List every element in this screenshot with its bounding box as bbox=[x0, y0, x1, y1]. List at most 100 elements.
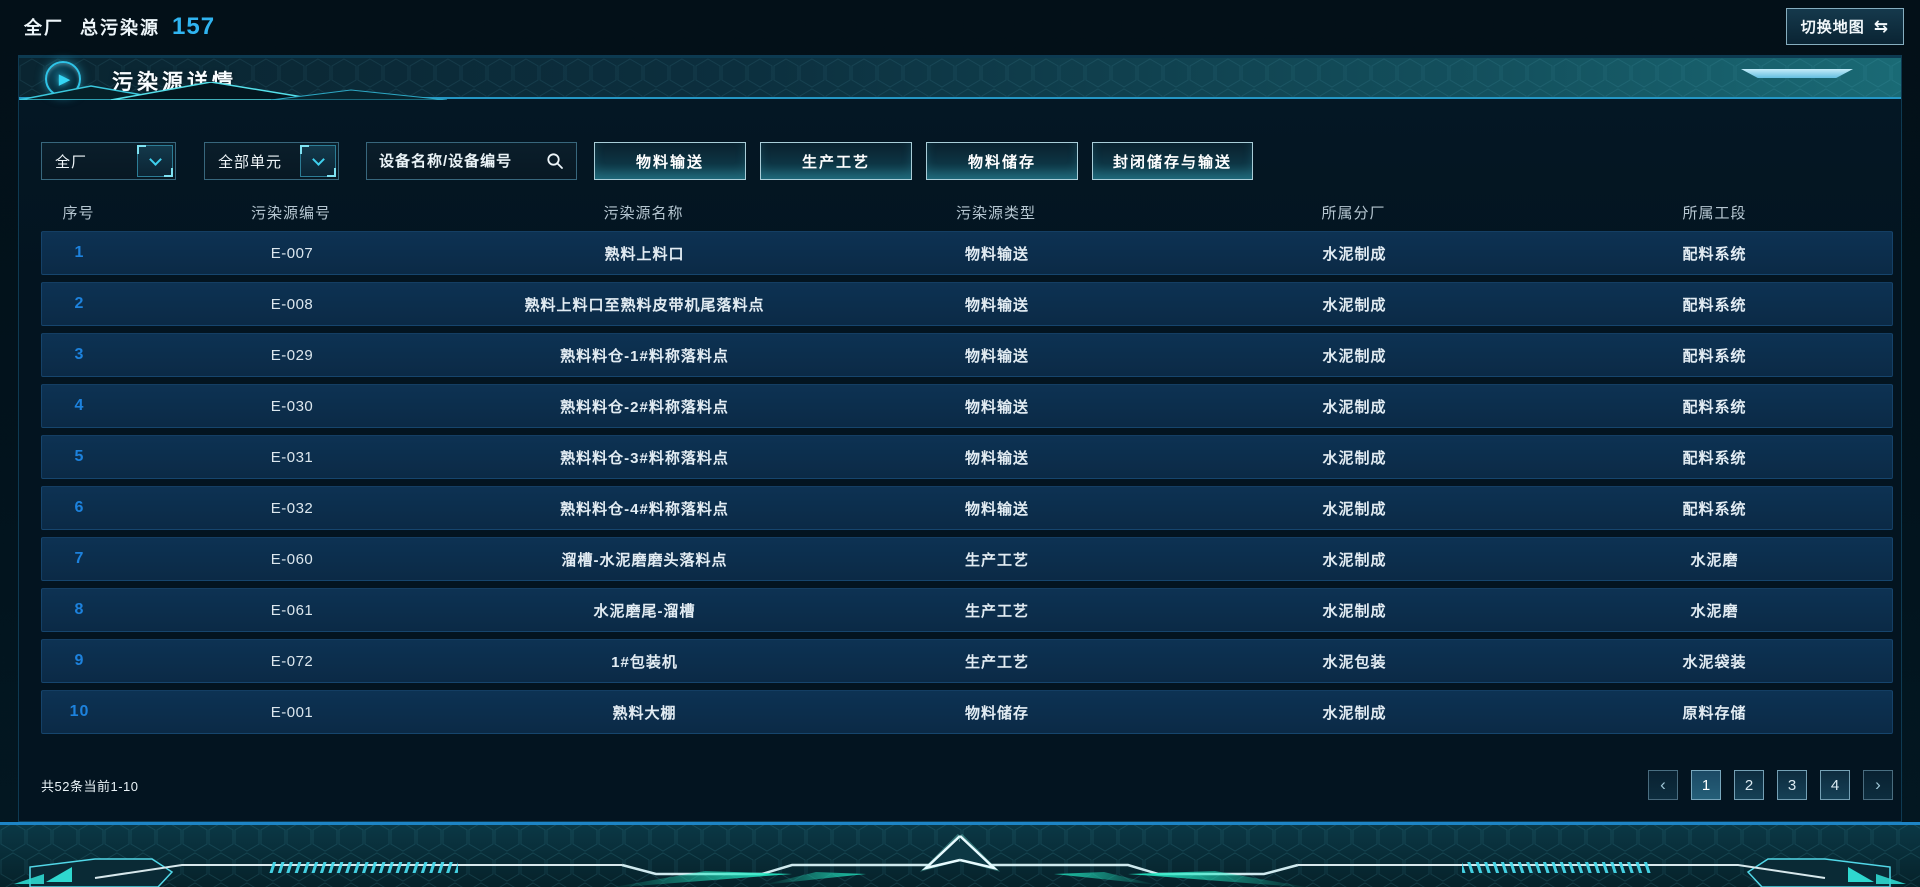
cell-index[interactable]: 3 bbox=[74, 346, 85, 363]
column-header: 污染源编号 bbox=[250, 204, 331, 222]
plant-select[interactable]: 全厂 bbox=[41, 142, 176, 180]
table-row[interactable]: 4 E-030 熟料料仓-2#料称落料点 物料输送 水泥制成 配料系统 bbox=[41, 384, 1893, 428]
cell-index[interactable]: 9 bbox=[74, 652, 85, 669]
cell-index[interactable]: 10 bbox=[69, 703, 90, 720]
cell-branch: 水泥制成 bbox=[1322, 602, 1387, 620]
hexagon-pattern bbox=[19, 58, 1901, 97]
cell-section: 水泥袋装 bbox=[1682, 653, 1747, 671]
cell-code: E-001 bbox=[270, 703, 314, 721]
cell-branch: 水泥制成 bbox=[1322, 347, 1387, 365]
cell-index[interactable]: 2 bbox=[74, 295, 85, 312]
cell-type: 物料输送 bbox=[964, 449, 1029, 467]
cell-section: 配料系统 bbox=[1682, 398, 1747, 416]
cell-section: 配料系统 bbox=[1682, 347, 1747, 365]
column-header: 所属工段 bbox=[1682, 204, 1747, 222]
cell-code: E-031 bbox=[270, 448, 314, 466]
pagination-prev-button[interactable]: ‹ bbox=[1648, 770, 1678, 800]
search-box[interactable] bbox=[366, 142, 577, 180]
table-row[interactable]: 1 E-007 熟料上料口 物料输送 水泥制成 配料系统 bbox=[41, 231, 1893, 275]
pagination-page-button[interactable]: 1 bbox=[1691, 770, 1721, 800]
pagination-summary: 共52条当前1-10 bbox=[41, 778, 139, 794]
search-icon[interactable] bbox=[546, 152, 564, 170]
column-header: 污染源类型 bbox=[955, 204, 1036, 222]
column-header: 所属分厂 bbox=[1321, 204, 1386, 222]
cell-name: 水泥磨尾-溜槽 bbox=[593, 602, 696, 620]
table-row[interactable]: 6 E-032 熟料料仓-4#料称落料点 物料输送 水泥制成 配料系统 bbox=[41, 486, 1893, 530]
type-filter-group: 物料输送 生产工艺 物料储存 封闭储存与输送 bbox=[594, 142, 1267, 180]
cell-type: 物料输送 bbox=[964, 296, 1029, 314]
cell-index[interactable]: 6 bbox=[74, 499, 85, 516]
cell-section: 原料存储 bbox=[1682, 704, 1747, 722]
cell-section: 配料系统 bbox=[1682, 500, 1747, 518]
cell-branch: 水泥制成 bbox=[1322, 449, 1387, 467]
cell-type: 物料储存 bbox=[964, 704, 1029, 722]
table-row[interactable]: 7 E-060 溜槽-水泥磨磨头落料点 生产工艺 水泥制成 水泥磨 bbox=[41, 537, 1893, 581]
cell-branch: 水泥制成 bbox=[1322, 245, 1387, 263]
cell-branch: 水泥制成 bbox=[1322, 296, 1387, 314]
page-title: 全厂 总污染源 157 bbox=[24, 13, 215, 41]
cell-branch: 水泥制成 bbox=[1322, 500, 1387, 518]
pagination-next-button[interactable]: › bbox=[1863, 770, 1893, 800]
search-input[interactable] bbox=[379, 152, 546, 170]
cell-branch: 水泥制成 bbox=[1322, 398, 1387, 416]
total-sources-count: 157 bbox=[172, 13, 216, 40]
cell-code: E-029 bbox=[270, 346, 314, 364]
cell-section: 配料系统 bbox=[1682, 296, 1747, 314]
table-body: 1 E-007 熟料上料口 物料输送 水泥制成 配料系统 2 E-008 熟料上料口至熟料皮带机… bbox=[41, 231, 1893, 741]
cell-index[interactable]: 1 bbox=[74, 244, 85, 261]
header-notch-ornament bbox=[1741, 69, 1853, 78]
table-row[interactable]: 10 E-001 熟料大棚 物料储存 水泥制成 原料存储 bbox=[41, 690, 1893, 734]
cell-type: 生产工艺 bbox=[964, 602, 1029, 620]
table-header-row: 序号 污染源编号 污染源名称 污染源类型 所属分厂 所属工段 bbox=[41, 195, 1893, 229]
cell-name: 熟料料仓-1#料称落料点 bbox=[560, 347, 729, 365]
cell-name: 1#包装机 bbox=[611, 653, 678, 671]
cell-branch: 水泥制成 bbox=[1322, 551, 1387, 569]
cell-code: E-060 bbox=[270, 550, 314, 568]
cell-index[interactable]: 5 bbox=[74, 448, 85, 465]
table-row[interactable]: 5 E-031 熟料料仓-3#料称落料点 物料输送 水泥制成 配料系统 bbox=[41, 435, 1893, 479]
panel-title: 污染源详情 bbox=[112, 71, 237, 94]
topbar: 全厂 总污染源 157 切换地图 ⇆ bbox=[0, 0, 1920, 52]
cell-type: 物料输送 bbox=[964, 245, 1029, 263]
cell-code: E-030 bbox=[270, 397, 314, 415]
cell-type: 物料输送 bbox=[964, 500, 1029, 518]
cell-branch: 水泥制成 bbox=[1322, 704, 1387, 722]
cell-name: 熟料上料口至熟料皮带机尾落料点 bbox=[524, 296, 765, 314]
filter-type-button[interactable]: 封闭储存与输送 bbox=[1092, 142, 1254, 180]
cell-section: 配料系统 bbox=[1682, 245, 1747, 263]
cell-index[interactable]: 8 bbox=[74, 601, 85, 618]
cell-index[interactable]: 7 bbox=[74, 550, 85, 567]
cell-name: 熟料大棚 bbox=[612, 704, 677, 722]
cell-type: 生产工艺 bbox=[964, 551, 1029, 569]
cell-code: E-061 bbox=[270, 601, 314, 619]
pagination-page-button[interactable]: 3 bbox=[1777, 770, 1807, 800]
bottom-ornament bbox=[0, 822, 1920, 887]
cell-type: 物料输送 bbox=[964, 347, 1029, 365]
column-header: 污染源名称 bbox=[603, 204, 684, 222]
table-row[interactable]: 9 E-072 1#包装机 生产工艺 水泥包装 水泥袋装 bbox=[41, 639, 1893, 683]
play-icon: ▶ bbox=[45, 61, 81, 97]
cell-section: 水泥磨 bbox=[1690, 551, 1739, 569]
cell-type: 物料输送 bbox=[964, 398, 1029, 416]
pagination-page-button[interactable]: 2 bbox=[1734, 770, 1764, 800]
cell-name: 熟料上料口 bbox=[604, 245, 685, 263]
table-row[interactable]: 2 E-008 熟料上料口至熟料皮带机尾落料点 物料输送 水泥制成 配料系统 bbox=[41, 282, 1893, 326]
table-row[interactable]: 8 E-061 水泥磨尾-溜槽 生产工艺 水泥制成 水泥磨 bbox=[41, 588, 1893, 632]
filter-type-button[interactable]: 物料输送 bbox=[594, 142, 746, 180]
filter-type-button[interactable]: 生产工艺 bbox=[760, 142, 912, 180]
cell-code: E-008 bbox=[270, 295, 314, 313]
cell-index[interactable]: 4 bbox=[74, 397, 85, 414]
pagination-page-button[interactable]: 4 bbox=[1820, 770, 1850, 800]
column-header: 序号 bbox=[62, 204, 95, 222]
cell-type: 生产工艺 bbox=[964, 653, 1029, 671]
cell-name: 溜槽-水泥磨磨头落料点 bbox=[561, 551, 728, 569]
total-sources-label: 总污染源 bbox=[80, 18, 160, 38]
switch-map-button[interactable]: 切换地图 ⇆ bbox=[1785, 8, 1904, 45]
unit-select[interactable]: 全部单元 bbox=[204, 142, 339, 180]
table-row[interactable]: 3 E-029 熟料料仓-1#料称落料点 物料输送 水泥制成 配料系统 bbox=[41, 333, 1893, 377]
filter-type-button[interactable]: 物料储存 bbox=[926, 142, 1078, 180]
cell-code: E-072 bbox=[270, 652, 314, 670]
chevron-down-icon[interactable] bbox=[137, 145, 173, 177]
chevron-down-icon[interactable] bbox=[300, 145, 336, 177]
